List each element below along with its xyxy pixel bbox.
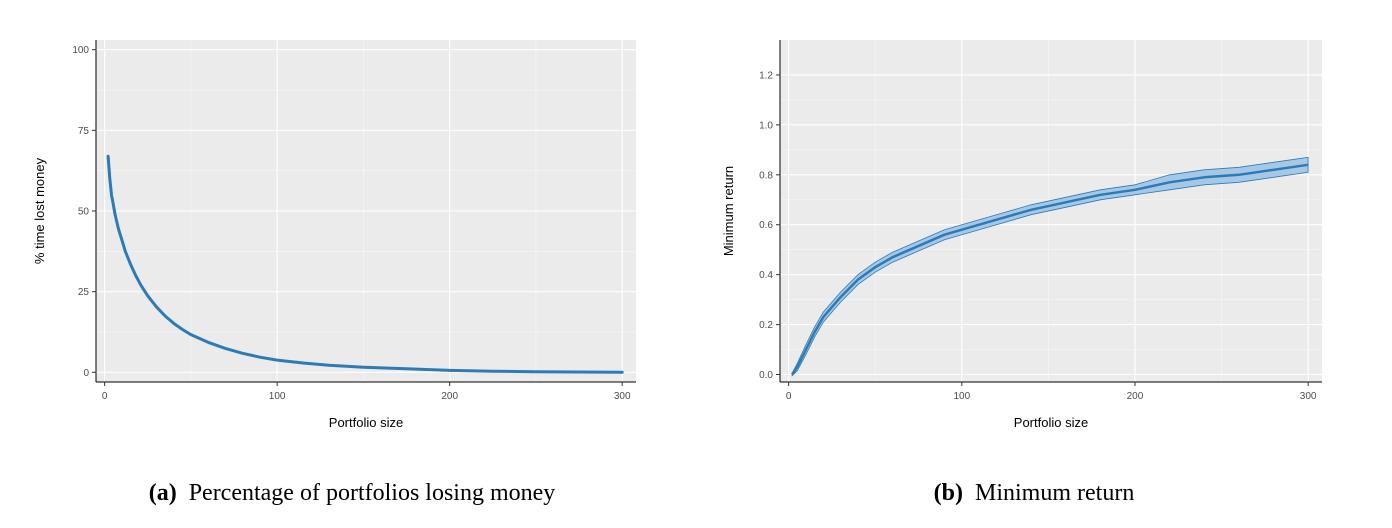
y-tick-label: 25 <box>78 287 90 298</box>
caption-text: Minimum return <box>975 480 1134 506</box>
caption-tag: (b) <box>934 480 963 506</box>
series-line <box>106 154 624 374</box>
y-tick-label: 1.2 <box>759 70 773 81</box>
y-tick-label: 75 <box>78 126 90 137</box>
x-tick-label: 200 <box>441 391 458 402</box>
y-tick-label: 0.8 <box>759 170 773 181</box>
y-tick-label: 0.4 <box>759 270 773 281</box>
x-tick-label: 300 <box>614 391 631 402</box>
y-tick-label: 0.2 <box>759 320 773 331</box>
caption: (a) Percentage of portfolios losing mone… <box>149 480 556 506</box>
x-tick-label: 100 <box>269 391 286 402</box>
y-tick-label: 1.0 <box>759 120 773 131</box>
gridlines <box>780 40 1322 382</box>
y-axis-label: % time lost money <box>32 157 47 264</box>
gridlines <box>96 40 636 382</box>
chart-panel-b: 0 100 200 300 0.0 0.2 0.4 0.6 0.8 1.0 1.2 Portfoli… <box>721 40 1322 506</box>
y-tick-label: 0.0 <box>759 370 773 381</box>
x-axis-label: Portfolio size <box>329 415 403 430</box>
series-marks <box>106 154 624 374</box>
series-line <box>791 163 1309 376</box>
axes: 0 100 200 300 0 25 50 75 100 <box>72 40 636 402</box>
y-tick-label: 50 <box>78 207 90 218</box>
y-tick-label: 0.6 <box>759 220 773 231</box>
confidence-band <box>791 156 1309 377</box>
x-tick-label: 0 <box>786 391 792 402</box>
caption-tag: (a) <box>149 480 177 506</box>
x-tick-label: 100 <box>953 391 970 402</box>
y-tick-label: 0 <box>83 368 89 379</box>
y-tick-label: 100 <box>72 45 89 56</box>
x-tick-label: 200 <box>1127 391 1144 402</box>
caption-text: Percentage of portfolios losing money <box>189 480 556 506</box>
series-marks <box>791 156 1309 377</box>
caption: (b) Minimum return <box>934 480 1135 506</box>
y-axis-label: Minimum return <box>721 166 736 256</box>
axes: 0 100 200 300 0.0 0.2 0.4 0.6 0.8 1.0 1.2 <box>759 40 1322 402</box>
x-tick-label: 0 <box>102 391 108 402</box>
plot-background <box>780 40 1322 382</box>
x-axis-label: Portfolio size <box>1014 415 1088 430</box>
x-tick-label: 300 <box>1300 391 1317 402</box>
chart-panel-a: 0 100 200 300 0 25 50 75 100 Portfolio size % ti… <box>32 40 636 506</box>
